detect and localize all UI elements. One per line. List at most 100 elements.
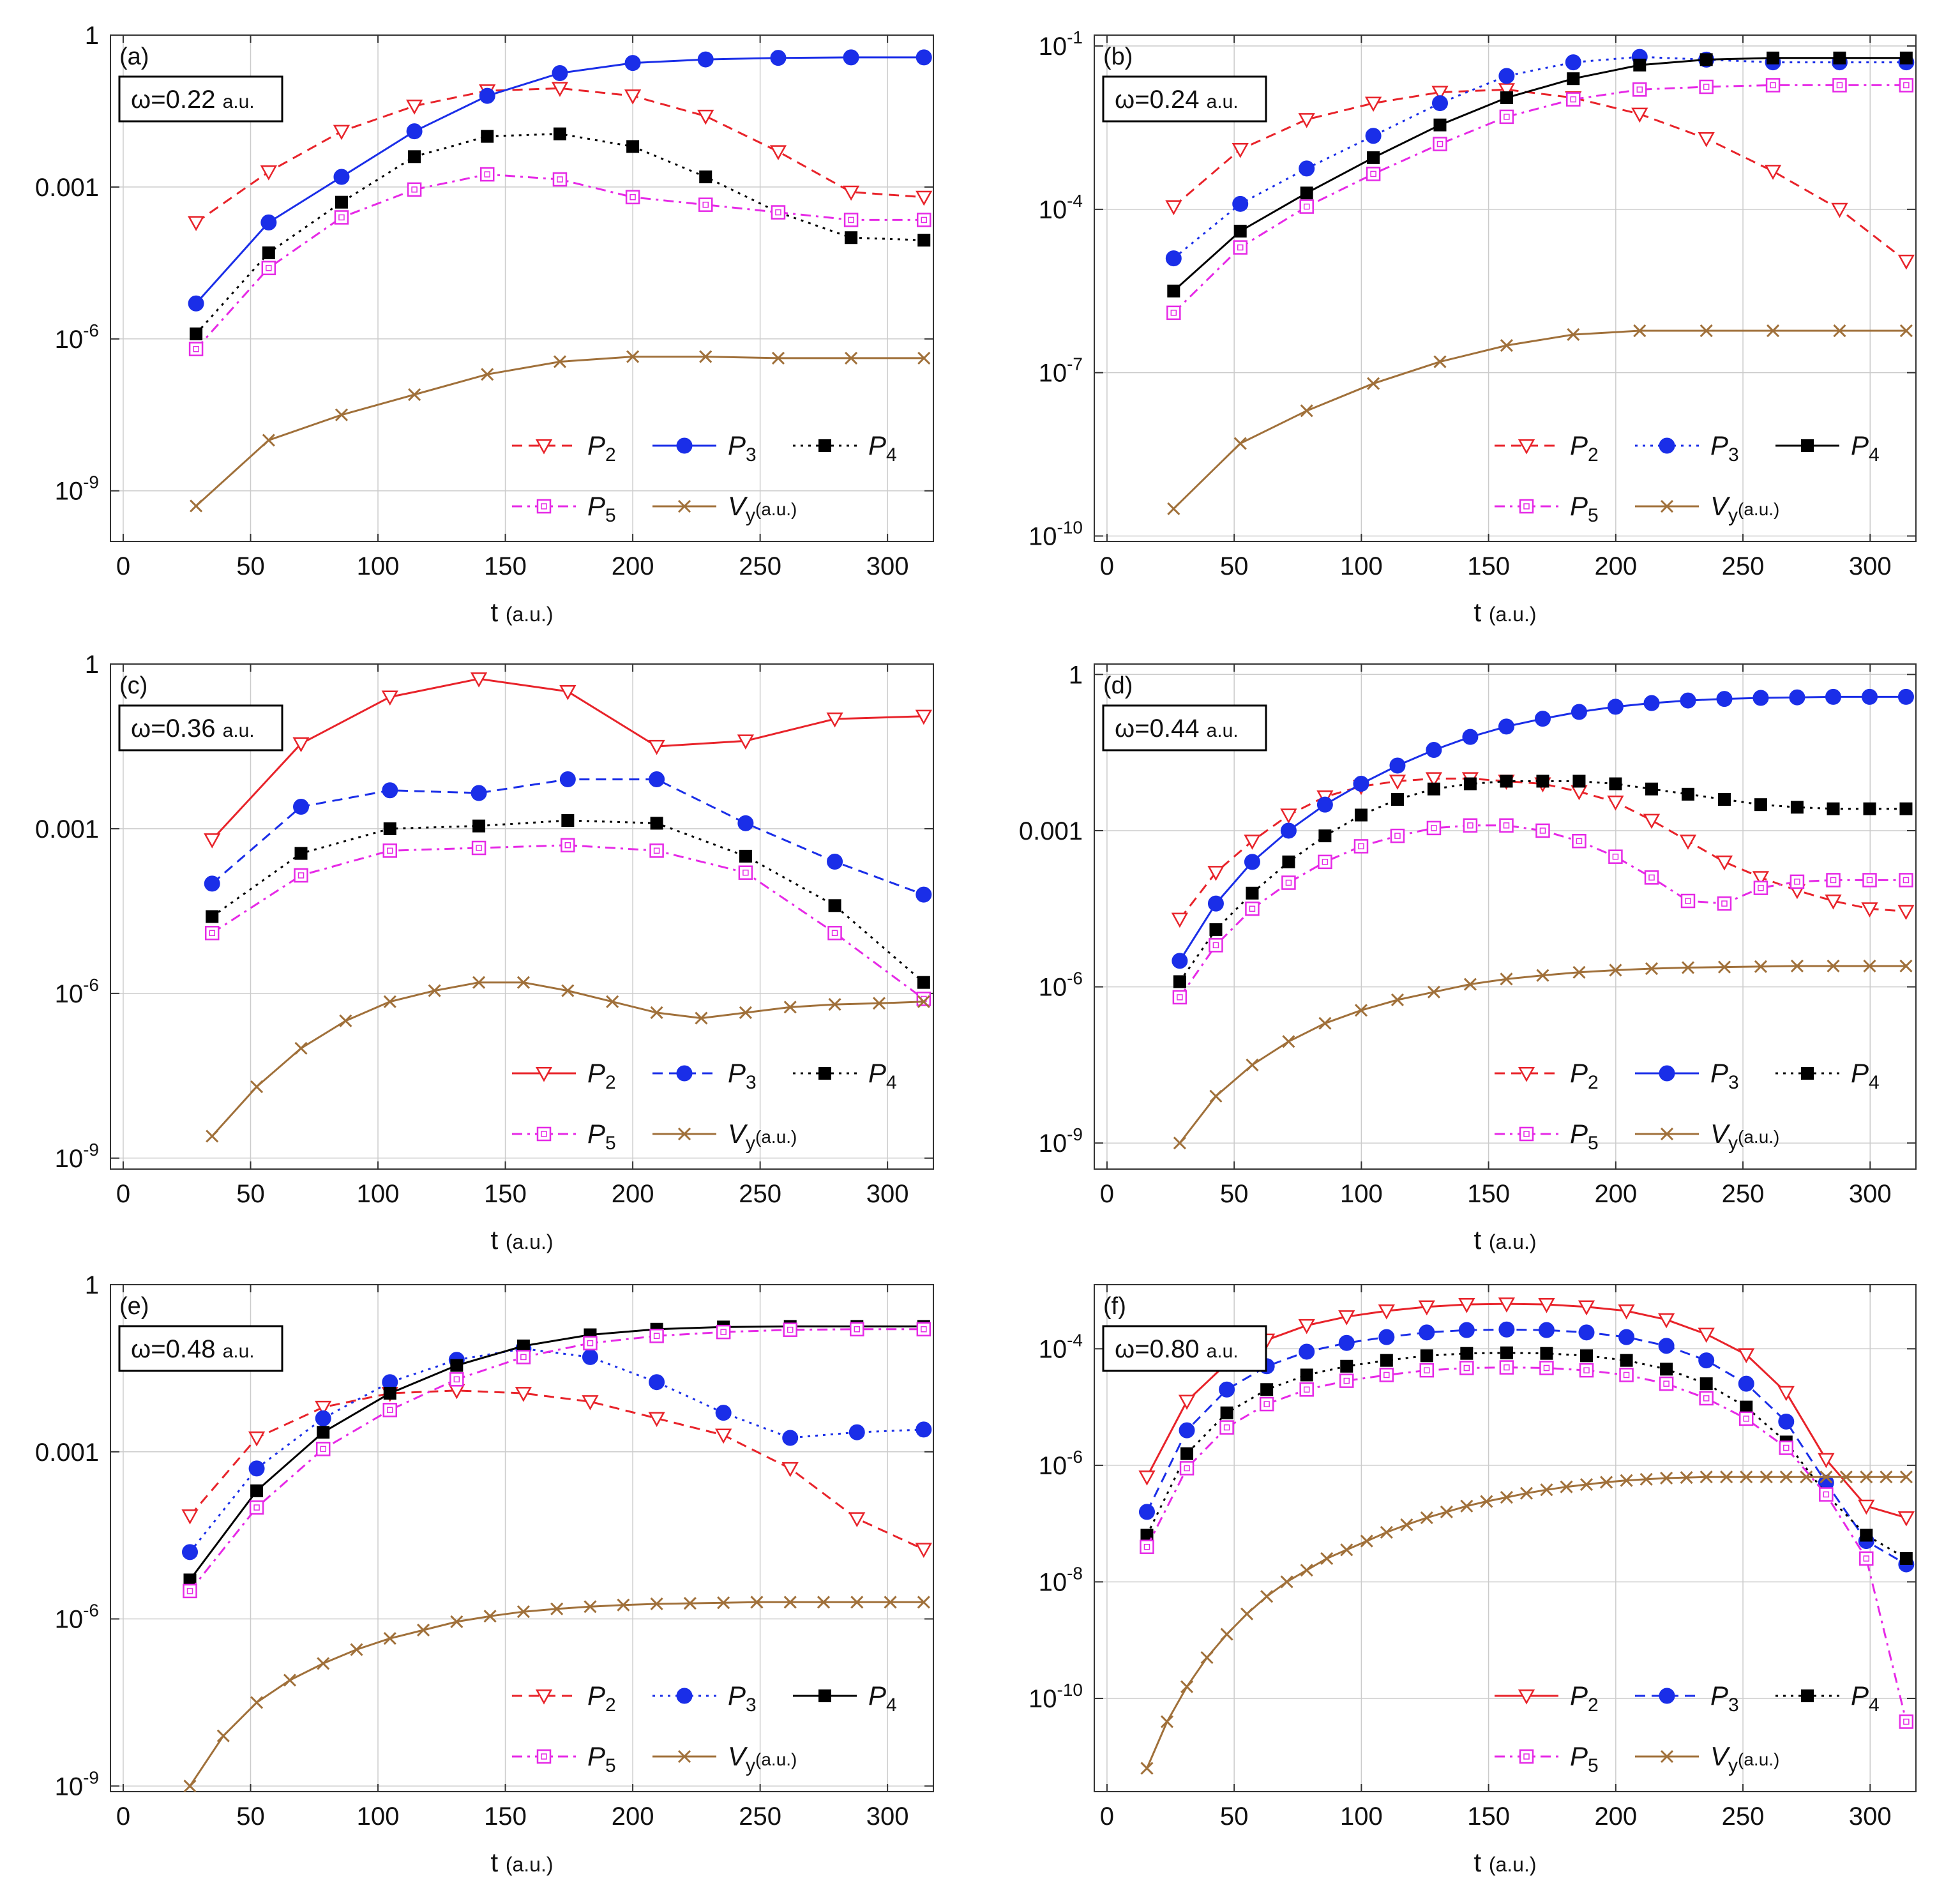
data-point-p2: [1364, 96, 1382, 112]
data-point-p2: [1498, 1297, 1516, 1313]
x-tick-label: 50: [1220, 1180, 1249, 1208]
data-point-vy: [1790, 959, 1804, 973]
data-point-p3: [1571, 704, 1587, 720]
data-point-p2: [715, 1428, 732, 1444]
data-point-p5: [1680, 893, 1696, 909]
data-point-p5: [1572, 834, 1587, 849]
legend-marker: [1519, 499, 1534, 514]
data-point-p5: [1366, 167, 1381, 181]
data-point-p5: [783, 1322, 797, 1337]
legend-marker: [535, 1066, 553, 1082]
legend-label: P3: [1710, 1058, 1739, 1093]
data-point-p5: [1166, 305, 1181, 321]
x-tick-label: 0: [116, 552, 130, 580]
data-point-vy: [1340, 1543, 1353, 1557]
omega-label: ω=0.48 a.u.: [131, 1335, 255, 1363]
data-point-p3: [848, 1424, 865, 1440]
data-point-vy: [828, 998, 841, 1011]
data-point-p5: [261, 261, 276, 276]
data-point-p5: [382, 843, 398, 858]
data-point-p4: [1567, 72, 1580, 86]
y-tick-label: 10-4: [1039, 1330, 1083, 1363]
x-tick-label: 200: [612, 1180, 654, 1208]
data-point-vy: [1233, 437, 1247, 450]
data-point-p3: [715, 1405, 732, 1421]
data-point-p2: [333, 125, 350, 140]
data-point-p4: [335, 195, 348, 209]
data-point-p4: [553, 127, 566, 140]
data-point-vy: [553, 355, 567, 368]
data-point-p3: [1299, 160, 1315, 177]
data-point-vy: [626, 350, 640, 363]
data-point-p5: [1499, 1360, 1514, 1375]
data-point-p5: [382, 1403, 398, 1417]
data-point-p4: [1173, 975, 1186, 988]
data-point-p4: [183, 1573, 197, 1587]
data-point-p2: [781, 1462, 799, 1477]
data-point-vy: [1320, 1552, 1334, 1566]
data-point-p3: [382, 782, 398, 799]
x-tick-label: 50: [236, 1802, 265, 1831]
data-point-p5: [1899, 1714, 1914, 1729]
data-point-p3: [1365, 128, 1382, 144]
data-point-p2: [1752, 871, 1770, 886]
data-point-p5: [1209, 938, 1223, 953]
x-axis-label: t (a.u.): [1473, 1847, 1536, 1877]
legend: P2 P3 P4 P5 Vy(a.u.): [1495, 1058, 1880, 1154]
data-point-vy: [739, 1006, 752, 1020]
data-point-vy: [1680, 1471, 1693, 1485]
data-point-p5: [1632, 82, 1647, 97]
data-point-vy: [1860, 1470, 1873, 1484]
data-point-vy: [1280, 1575, 1293, 1589]
legend-marker: [1519, 1126, 1534, 1142]
data-point-vy: [516, 1605, 530, 1619]
legend-label: P2: [587, 430, 616, 465]
series-line-vy: [195, 356, 924, 507]
legend: P2 P3 P4 P5 Vy(a.u.): [1495, 1681, 1880, 1776]
data-point-p4: [317, 1426, 330, 1439]
legend-label: Vy(a.u.): [728, 1119, 797, 1154]
data-point-vy: [1480, 1495, 1493, 1508]
data-point-vy: [695, 1011, 708, 1025]
data-point-p2: [1425, 772, 1443, 787]
data-point-vy: [1460, 1499, 1473, 1513]
data-point-p5: [716, 1324, 731, 1340]
data-point-p5: [1219, 1420, 1234, 1435]
x-tick-label: 300: [866, 1802, 909, 1831]
data-point-p2: [1657, 1313, 1675, 1329]
data-point-p3: [1232, 195, 1249, 212]
data-point-p5: [916, 992, 931, 1006]
x-axis-label: t (a.u.): [490, 1225, 553, 1255]
data-point-p3: [1498, 68, 1515, 84]
data-point-p3: [293, 799, 310, 815]
data-point-vy: [850, 1596, 864, 1609]
data-point-vy: [817, 1596, 831, 1609]
data-point-p4: [1754, 798, 1767, 812]
data-point-p5: [1353, 839, 1369, 854]
legend-label: P3: [728, 1058, 757, 1093]
data-point-p2: [1858, 1499, 1875, 1515]
data-point-p3: [559, 771, 576, 788]
legend-label: P3: [1710, 430, 1739, 465]
series-area: [1138, 1297, 1915, 1775]
data-point-p5: [738, 865, 753, 880]
legend-item-vy: Vy(a.u.): [652, 1741, 797, 1776]
series-area: [204, 672, 932, 1143]
data-point-p4: [1863, 802, 1876, 815]
series-line-p4: [211, 819, 924, 983]
x-tick-label: 100: [1340, 552, 1383, 580]
legend-marker: [536, 499, 552, 514]
data-point-p3: [1458, 1322, 1475, 1338]
legend-item-p3: P3: [652, 1681, 757, 1716]
legend-marker: [677, 1749, 691, 1764]
omega-box: ω=0.36 a.u.: [118, 704, 283, 752]
data-point-p5: [1140, 1539, 1154, 1554]
data-point-vy: [872, 997, 886, 1010]
data-point-p4: [650, 817, 663, 830]
data-point-p5: [1318, 854, 1332, 870]
data-point-p4: [262, 246, 275, 259]
legend-label: P3: [1710, 1681, 1739, 1716]
data-point-p4: [917, 234, 931, 247]
data-point-p5: [827, 926, 842, 941]
